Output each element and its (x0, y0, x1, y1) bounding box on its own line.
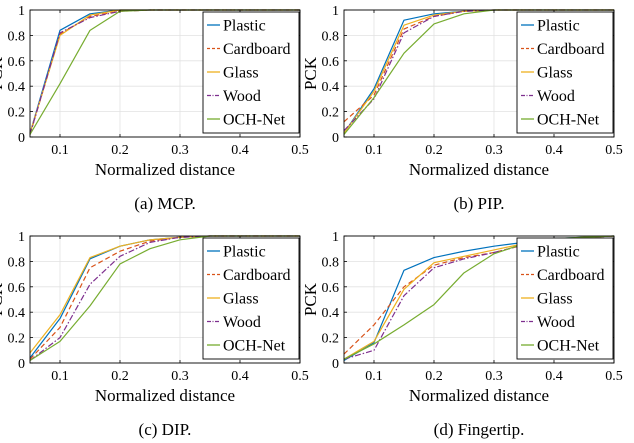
legend-item-label: Plastic (223, 244, 266, 261)
y-tick-label: 0.2 (322, 106, 340, 121)
x-tick-label: 0.5 (605, 369, 623, 384)
y-tick-label: 1 (332, 230, 339, 245)
x-tick-label: 0.1 (51, 369, 69, 384)
x-tick-label: 0.3 (171, 369, 189, 384)
panel-caption: (d) Fingertip. (434, 420, 525, 439)
y-tick-label: 0.4 (322, 306, 340, 321)
legend: Plastic Cardboard Glass Wood OCH-Net (516, 237, 614, 360)
legend-item-label: Wood (223, 314, 261, 331)
y-tick-label: 0 (18, 357, 25, 372)
legend-item-label: OCH-Net (537, 112, 600, 129)
axes-frame (29, 9, 301, 138)
x-tick-label: 0.5 (605, 143, 623, 158)
legend-item-label: Glass (537, 291, 573, 308)
y-tick-label: 0.2 (8, 332, 26, 347)
legend-item-label: Plastic (223, 18, 266, 35)
legend: Plastic Cardboard Glass Wood OCH-Net (202, 11, 300, 134)
y-axis-label: PCK (301, 56, 320, 90)
y-tick-label: 0 (332, 131, 339, 146)
x-tick-label: 0.5 (291, 143, 309, 158)
legend-item-label: Cardboard (223, 41, 291, 58)
legend-item-label: OCH-Net (223, 338, 286, 355)
y-tick-label: 0.6 (322, 281, 340, 296)
legend-item-label: Plastic (537, 244, 580, 261)
y-tick-label: 0.8 (322, 255, 340, 270)
y-tick-label: 0.8 (8, 29, 26, 44)
panel-caption: (b) PIP. (453, 194, 504, 213)
chart-panel-4: 0.1 0.2 0.3 0.4 0.5 0 0.2 0.4 0.6 0.8 1 Normalized … (301, 230, 623, 439)
y-tick-label: 0.8 (322, 29, 340, 44)
legend-item-label: Wood (537, 314, 575, 331)
y-tick-label: 0.6 (8, 55, 26, 70)
x-tick-label: 0.1 (51, 143, 69, 158)
y-tick-label: 0 (332, 357, 339, 372)
x-tick-label: 0.3 (485, 143, 503, 158)
legend-item-label: Glass (223, 65, 259, 82)
panel-caption: (c) DIP. (139, 420, 192, 439)
y-tick-label: 1 (18, 230, 25, 245)
y-tick-label: 0.6 (8, 281, 26, 296)
x-tick-label: 0.1 (365, 369, 383, 384)
y-tick-label: 0.2 (8, 106, 26, 121)
chart-panel-1: 0.1 0.2 0.3 0.4 0.5 0 0.2 0.4 0.6 0.8 1 Normalized … (0, 4, 309, 213)
y-tick-label: 0.2 (322, 332, 340, 347)
axes-frame (29, 235, 301, 364)
legend-item-label: Plastic (537, 18, 580, 35)
x-axis-label: Normalized distance (95, 386, 235, 405)
y-tick-label: 0.4 (322, 80, 340, 95)
x-tick-label: 0.3 (485, 369, 503, 384)
x-tick-label: 0.4 (231, 369, 249, 384)
legend-item-label: Cardboard (223, 267, 291, 284)
chart-panel-3: 0.1 0.2 0.3 0.4 0.5 0 0.2 0.4 0.6 0.8 1 Normalized … (0, 230, 309, 439)
y-axis-label: PCK (0, 56, 6, 90)
tick-labels: 0.1 0.2 0.3 0.4 0.5 0 0.2 0.4 0.6 0.8 1 (322, 4, 623, 158)
legend-item-label: Wood (537, 88, 575, 105)
legend-item-label: OCH-Net (537, 338, 600, 355)
y-tick-label: 1 (18, 4, 25, 19)
panel-caption: (a) MCP. (134, 194, 195, 213)
y-axis-label: PCK (301, 282, 320, 316)
x-tick-label: 0.2 (111, 143, 129, 158)
legend-item-label: Cardboard (537, 267, 605, 284)
axes-frame (343, 235, 615, 364)
x-axis-label: Normalized distance (409, 160, 549, 179)
x-tick-label: 0.3 (171, 143, 189, 158)
y-tick-label: 0.8 (8, 255, 26, 270)
legend-item-label: Cardboard (537, 41, 605, 58)
x-tick-label: 0.2 (425, 143, 443, 158)
axes-frame (343, 9, 615, 138)
y-tick-label: 0.6 (322, 55, 340, 70)
series-line-wood (343, 9, 614, 132)
x-axis-label: Normalized distance (409, 386, 549, 405)
y-axis-label: PCK (0, 282, 6, 316)
legend-item-label: Wood (223, 88, 261, 105)
x-axis-label: Normalized distance (95, 160, 235, 179)
tick-labels: 0.1 0.2 0.3 0.4 0.5 0 0.2 0.4 0.6 0.8 1 (322, 230, 623, 384)
y-tick-label: 1 (332, 4, 339, 19)
x-tick-label: 0.4 (231, 143, 249, 158)
legend-item-label: OCH-Net (223, 112, 286, 129)
y-tick-label: 0.4 (8, 306, 26, 321)
legend: Plastic Cardboard Glass Wood OCH-Net (516, 11, 614, 134)
tick-labels: 0.1 0.2 0.3 0.4 0.5 0 0.2 0.4 0.6 0.8 1 (8, 230, 309, 384)
x-tick-label: 0.1 (365, 143, 383, 158)
y-tick-label: 0 (18, 131, 25, 146)
x-tick-label: 0.2 (425, 369, 443, 384)
chart-panel-2: 0.1 0.2 0.3 0.4 0.5 0 0.2 0.4 0.6 0.8 1 Normalized … (301, 4, 623, 213)
legend-item-label: Glass (223, 291, 259, 308)
y-tick-label: 0.4 (8, 80, 26, 95)
tick-labels: 0.1 0.2 0.3 0.4 0.5 0 0.2 0.4 0.6 0.8 1 (8, 4, 309, 158)
legend-item-label: Glass (537, 65, 573, 82)
x-tick-label: 0.5 (291, 369, 309, 384)
x-tick-label: 0.4 (545, 143, 563, 158)
x-tick-label: 0.4 (545, 369, 563, 384)
x-tick-label: 0.2 (111, 369, 129, 384)
legend: Plastic Cardboard Glass Wood OCH-Net (202, 237, 300, 360)
